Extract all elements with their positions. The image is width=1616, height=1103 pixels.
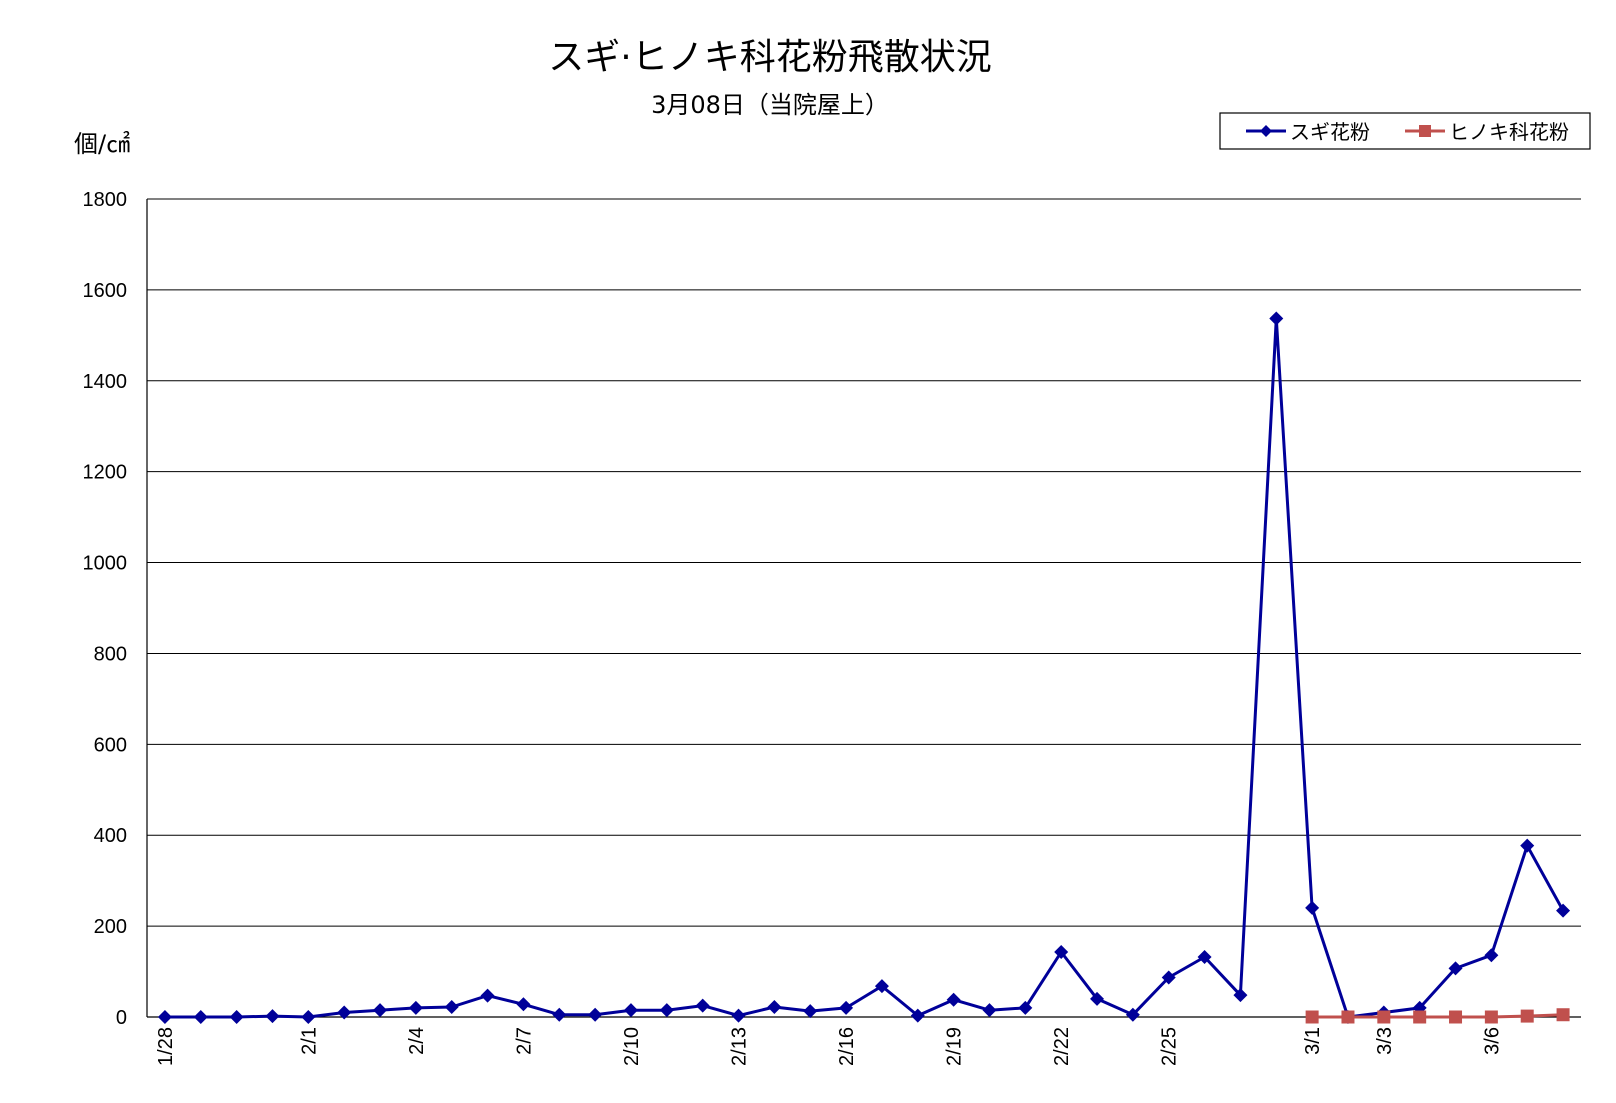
x-tick-label: 2/4 [406, 1027, 428, 1055]
data-point [1233, 988, 1248, 1003]
data-point [1018, 1000, 1033, 1015]
data-point [1305, 1010, 1319, 1024]
data-point [588, 1007, 603, 1022]
data-point [337, 1005, 352, 1020]
gridlines [147, 198, 1581, 927]
y-tick-label: 1800 [83, 189, 128, 211]
y-tick-label: 1200 [83, 462, 128, 484]
data-point [767, 1000, 782, 1015]
data-point [1556, 903, 1571, 918]
legend-marker-hinoki [1419, 125, 1431, 137]
legend-label-sugi: スギ花粉 [1290, 120, 1370, 144]
data-point [408, 1000, 423, 1015]
data-point [1449, 1010, 1463, 1024]
data-point [444, 1000, 459, 1015]
series [157, 311, 1571, 1024]
data-point [1197, 950, 1212, 965]
data-point [1377, 1010, 1391, 1024]
x-tick-label: 3/3 [1374, 1027, 1396, 1055]
data-point [1305, 900, 1320, 915]
data-point [373, 1003, 388, 1018]
y-tick-label: 200 [94, 916, 127, 938]
x-tick-label: 2/19 [944, 1027, 966, 1066]
x-tick-labels: 1/28 2/1 2/4 2/7 2/10 2/13 2/16 2/19 2/22 2/25 3/1… [155, 1027, 1503, 1066]
data-point [1413, 1010, 1427, 1024]
data-point [874, 979, 889, 994]
data-point [910, 1008, 925, 1023]
legend-marker-sugi [1260, 125, 1272, 137]
data-point [1341, 1010, 1355, 1024]
x-tick-label: 3/1 [1302, 1027, 1324, 1055]
axes [146, 199, 1581, 1018]
chart-subtitle: 3月08日（当院屋上） [651, 91, 889, 119]
y-tick-label: 400 [94, 825, 127, 847]
data-point [193, 1010, 208, 1024]
data-point [157, 1010, 172, 1024]
y-tick-label: 1000 [83, 553, 128, 575]
data-point [982, 1003, 997, 1018]
data-point [1520, 1009, 1534, 1023]
y-axis-label: 個/㎠ [74, 130, 130, 158]
data-point [803, 1004, 818, 1019]
series-0 [157, 311, 1571, 1024]
y-tick-label: 800 [94, 643, 127, 665]
data-point [301, 1010, 316, 1024]
series-1 [1305, 1008, 1570, 1024]
data-point [659, 1003, 674, 1018]
x-tick-label: 2/16 [836, 1027, 858, 1066]
x-tick-label: 2/7 [513, 1027, 535, 1055]
data-point [695, 998, 710, 1013]
data-point [229, 1010, 244, 1024]
data-point [516, 997, 531, 1012]
data-point [265, 1009, 280, 1024]
data-point [1269, 311, 1284, 326]
y-tick-label: 1400 [83, 371, 128, 393]
data-point [552, 1007, 567, 1022]
series-line [164, 317, 1565, 1019]
data-point [1054, 945, 1069, 960]
data-point [1448, 961, 1463, 976]
y-tick-label: 600 [94, 734, 127, 756]
x-tick-label: 3/6 [1481, 1027, 1503, 1055]
x-tick-label: 1/28 [155, 1027, 177, 1066]
data-point [946, 992, 961, 1007]
x-tick-label: 2/25 [1159, 1027, 1181, 1066]
data-point [1161, 970, 1176, 985]
y-tick-label: 1600 [83, 280, 128, 302]
data-point [1125, 1007, 1140, 1022]
data-point [1520, 838, 1535, 853]
data-point [1556, 1008, 1570, 1022]
data-point [480, 988, 495, 1003]
legend: スギ花粉 ヒノキ科花粉 [1219, 112, 1591, 150]
y-tick-labels: 0 200 400 600 800 1000 1200 1400 1600 1800 [83, 189, 128, 1029]
data-point [1090, 991, 1105, 1006]
x-tick-label: 2/22 [1051, 1027, 1073, 1066]
y-tick-label: 0 [116, 1007, 127, 1029]
chart-title: スギ·ヒノキ科花粉飛散状況 [548, 37, 991, 78]
data-point [839, 1000, 854, 1015]
x-tick-label: 2/13 [729, 1027, 751, 1066]
data-point [731, 1008, 746, 1023]
data-point [1484, 948, 1499, 963]
data-point [1484, 1010, 1498, 1024]
x-tick-label: 2/10 [621, 1027, 643, 1066]
x-tick-label: 2/1 [298, 1027, 320, 1055]
data-point [623, 1003, 638, 1018]
legend-label-hinoki: ヒノキ科花粉 [1449, 120, 1569, 144]
